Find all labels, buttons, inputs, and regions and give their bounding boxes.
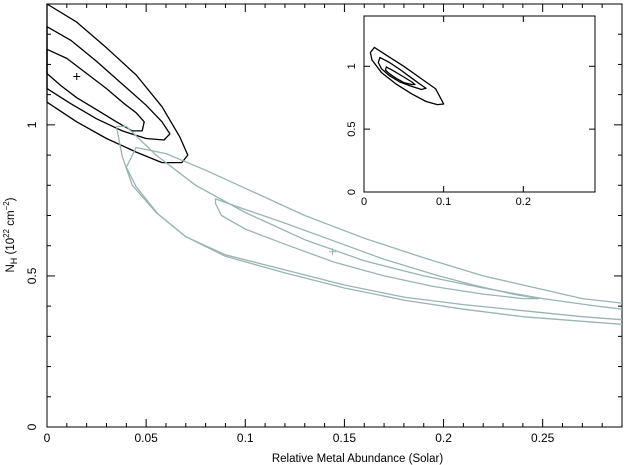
- inset-series-0: [369, 46, 445, 106]
- inset-xtick-label: 0: [361, 196, 367, 208]
- inset-xtick-label: 0.1: [436, 196, 451, 208]
- main-ytick-label: 0.5: [25, 267, 39, 284]
- main-series-0: [46, 3, 189, 164]
- inset-contour-0-0: [384, 66, 416, 86]
- y-axis-label: NH (1022 cm−2): [2, 197, 19, 272]
- main-contour-1-4: [125, 147, 623, 325]
- main-xtick-label: 0: [44, 431, 51, 445]
- inset-plot: 0 0.1 0.2 0 0.5 1: [346, 15, 596, 208]
- main-ytick-label: 1: [25, 121, 39, 128]
- inset-ytick-label: 0.5: [346, 121, 358, 136]
- main-contour-0-2: [46, 3, 189, 164]
- inset-ytick-label: 1: [346, 63, 358, 69]
- main-contour-1-3: [136, 146, 623, 304]
- inset-ytick-label: 0: [346, 189, 358, 195]
- main-contour-0-1: [46, 26, 171, 141]
- inset-xtick-label: 0.2: [516, 196, 531, 208]
- inset-frame: [363, 15, 596, 193]
- main-xtick-label: 0.1: [237, 431, 254, 445]
- main-series-1: [115, 125, 623, 325]
- x-axis-label: Relative Metal Abundance (Solar): [272, 453, 443, 465]
- main-xtick-label: 0.2: [435, 431, 452, 445]
- main-xtick-label: 0.15: [333, 431, 357, 445]
- inset-contour-0-2: [369, 46, 445, 106]
- main-xtick-label: 0.05: [134, 431, 158, 445]
- main-ytick-label: 0: [25, 423, 39, 430]
- main-contour-0-0: [46, 48, 145, 132]
- main-contour-1-2: [115, 126, 623, 321]
- main-contour-1-0: [214, 198, 540, 300]
- main-xtick-label: 0.25: [531, 431, 555, 445]
- inset-contour-0-1: [377, 56, 427, 91]
